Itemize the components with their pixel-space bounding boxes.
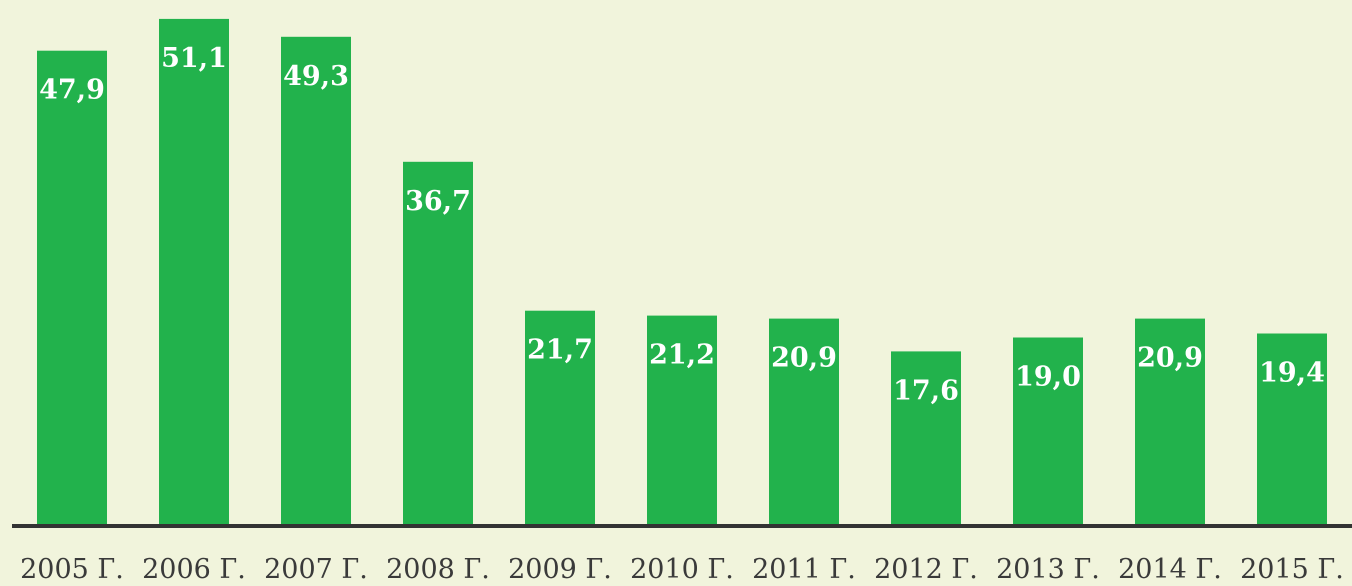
x-tick-label: 2008 Г. bbox=[386, 554, 490, 585]
x-tick-label: 2011 Г. bbox=[752, 554, 856, 585]
x-tick-labels-group: 2005 Г. 2006 Г. 2007 Г. 2008 Г. 2009 Г. 2010 … bbox=[20, 554, 1344, 585]
bar-value-label: 51,1 bbox=[161, 43, 227, 74]
bar-6 bbox=[769, 318, 839, 528]
bar-4 bbox=[525, 310, 595, 528]
x-tick-label: 2006 Г. bbox=[142, 554, 246, 585]
bar-value-label: 20,9 bbox=[771, 343, 837, 374]
x-tick-label: 2013 Г. bbox=[996, 554, 1100, 585]
x-tick-label: 2012 Г. bbox=[874, 554, 978, 585]
bar-value-label: 19,0 bbox=[1015, 362, 1081, 393]
bar-value-label: 21,7 bbox=[527, 335, 593, 366]
bar-7 bbox=[891, 351, 961, 528]
bar-8 bbox=[1013, 337, 1083, 528]
bar-value-label: 49,3 bbox=[283, 61, 349, 92]
x-tick-label: 2015 Г. bbox=[1240, 554, 1344, 585]
bar-value-label: 20,9 bbox=[1137, 343, 1203, 374]
x-tick-label: 2010 Г. bbox=[630, 554, 734, 585]
bar-value-label: 21,2 bbox=[649, 340, 715, 371]
value-labels-group: 47,9 51,1 49,3 36,7 21,7 21,2 20,9 17,6 19,0 20,9… bbox=[39, 43, 1325, 406]
x-tick-label: 2005 Г. bbox=[20, 554, 124, 585]
bar-2 bbox=[281, 36, 351, 529]
bar-value-label: 17,6 bbox=[893, 375, 959, 406]
x-tick-label: 2007 Г. bbox=[264, 554, 368, 585]
bar-3 bbox=[403, 161, 473, 529]
bar-10 bbox=[1257, 333, 1327, 528]
bar-0 bbox=[37, 50, 107, 528]
x-tick-label: 2009 Г. bbox=[508, 554, 612, 585]
bar-value-label: 36,7 bbox=[405, 186, 471, 217]
bar-5 bbox=[647, 315, 717, 528]
bar-value-label: 19,4 bbox=[1259, 358, 1325, 389]
x-tick-label: 2014 Г. bbox=[1118, 554, 1222, 585]
bar-9 bbox=[1135, 318, 1205, 528]
bars-group bbox=[37, 18, 1327, 529]
bar-1 bbox=[159, 18, 229, 529]
bar-value-label: 47,9 bbox=[39, 75, 105, 106]
